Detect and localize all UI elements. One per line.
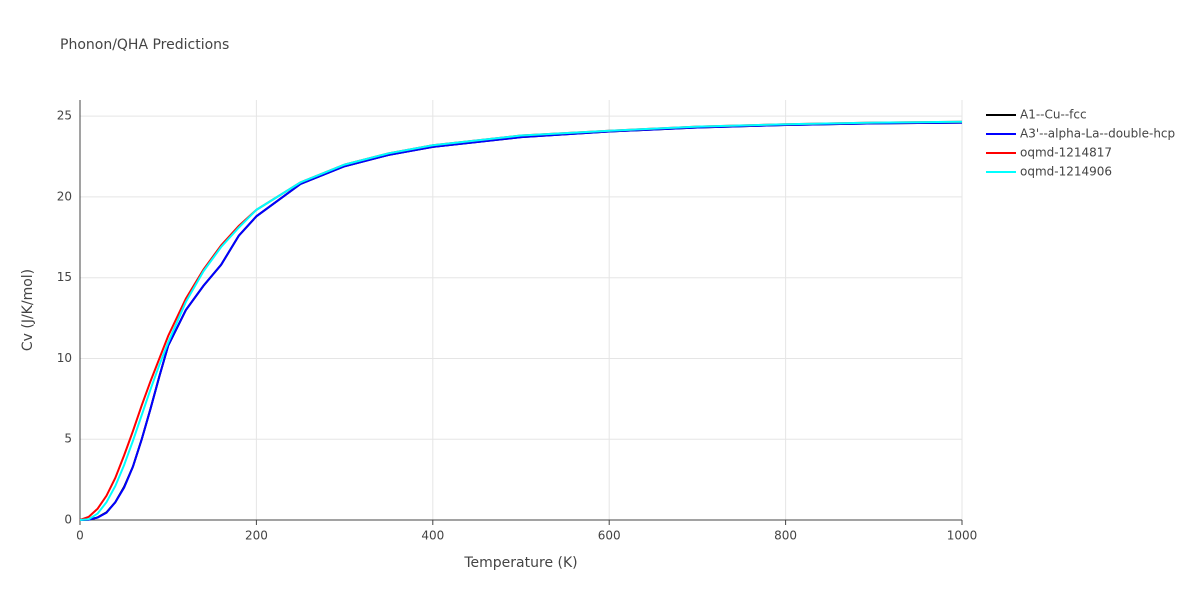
y-tick-label: 10 [57,351,72,365]
y-tick-label: 15 [57,270,72,284]
x-tick-label: 200 [245,529,268,543]
y-tick-label: 5 [64,432,72,446]
x-tick-label: 800 [774,529,797,543]
y-tick-label: 25 [57,109,72,123]
x-axis-title: Temperature (K) [463,555,577,571]
series-line [79,120,963,521]
legend-label: A1--Cu--fcc [1020,108,1087,122]
x-tick-label: 1000 [947,529,978,543]
legend-label: oqmd-1214906 [1020,165,1112,179]
x-tick-label: 0 [76,529,84,543]
series-line [79,121,963,521]
y-tick-label: 20 [57,189,72,203]
x-tick-label: 600 [598,529,621,543]
legend-label: oqmd-1214817 [1020,146,1112,160]
y-tick-label: 0 [64,513,72,527]
series-line [79,120,963,521]
series-line [79,121,963,521]
y-axis-title: Cv (J/K/mol) [20,269,36,351]
x-tick-label: 400 [421,529,444,543]
legend-label: A3'--alpha-La--double-hcp [1020,127,1175,141]
chart-title: Phonon/QHA Predictions [60,37,229,53]
